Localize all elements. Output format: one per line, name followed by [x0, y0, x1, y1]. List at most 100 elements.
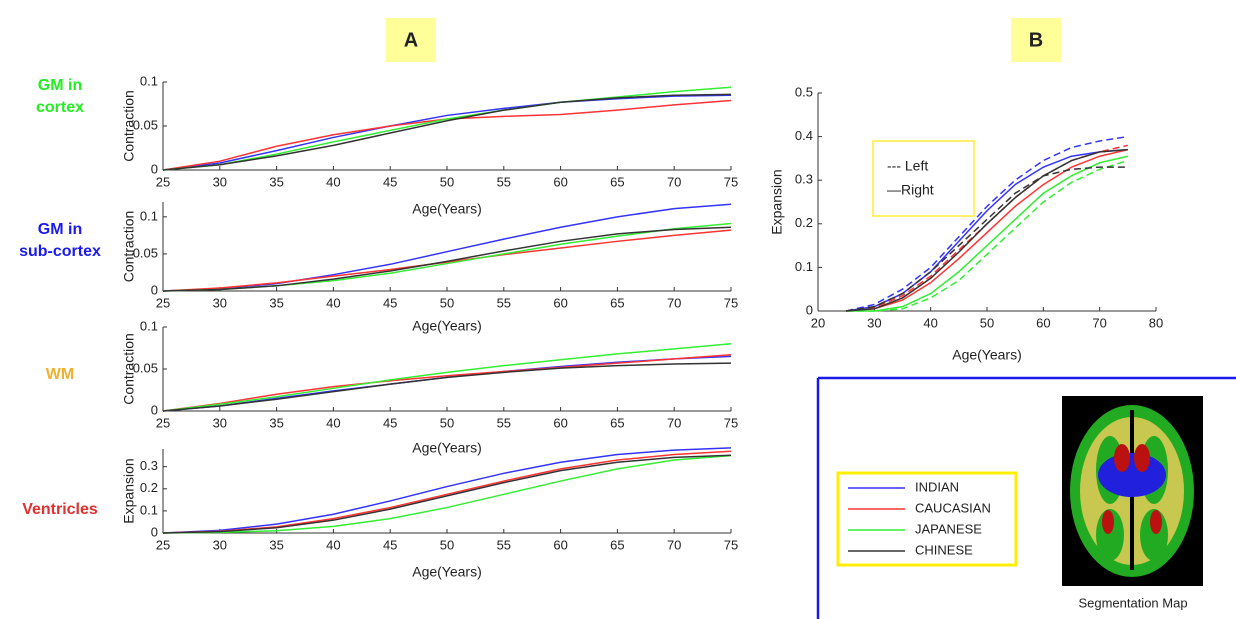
x-tick-label: 60 — [553, 537, 567, 552]
x-axis-label: Age(Years) — [412, 318, 482, 334]
panel-label-bg — [1011, 18, 1061, 62]
series-line — [846, 166, 1128, 312]
row-label: sub-cortex — [19, 243, 101, 260]
series-line — [846, 148, 1128, 312]
y-tick-label: 0.2 — [795, 215, 813, 230]
x-tick-label: 30 — [213, 174, 227, 189]
legend-label: INDIAN — [915, 479, 959, 494]
y-axis-label: Contraction — [121, 90, 137, 162]
x-tick-label: 25 — [156, 415, 170, 430]
x-tick-label: 40 — [326, 415, 340, 430]
row-label: cortex — [36, 99, 84, 116]
panel-label-bg — [386, 18, 436, 62]
row-label: Ventricles — [22, 501, 98, 518]
x-tick-label: 75 — [724, 174, 738, 189]
series-line — [846, 159, 1129, 312]
x-tick-label: 35 — [269, 537, 283, 552]
x-tick-label: 75 — [724, 537, 738, 552]
series-line — [845, 135, 1128, 312]
row-label: WM — [46, 366, 74, 383]
y-tick-label: 0.05 — [133, 360, 158, 375]
x-tick-label: 50 — [440, 537, 454, 552]
x-tick-label: 50 — [440, 295, 454, 310]
x-tick-label: 30 — [213, 295, 227, 310]
x-tick-label: 35 — [269, 295, 283, 310]
y-tick-label: 0.1 — [140, 208, 158, 223]
y-tick-label: 0.1 — [140, 502, 158, 517]
series-line — [162, 94, 732, 171]
x-tick-label: 55 — [497, 295, 511, 310]
x-tick-label: 25 — [156, 537, 170, 552]
series-line — [162, 454, 732, 534]
x-tick-label: 40 — [923, 315, 937, 330]
x-tick-label: 40 — [326, 174, 340, 189]
x-tick-label: 30 — [213, 415, 227, 430]
series-line — [162, 222, 732, 292]
x-tick-label: 70 — [667, 415, 681, 430]
x-tick-label: 75 — [724, 415, 738, 430]
x-tick-label: 50 — [440, 415, 454, 430]
x-axis-label: Age(Years) — [412, 564, 482, 580]
y-tick-label: 0.4 — [795, 128, 813, 143]
x-tick-label: 70 — [667, 295, 681, 310]
x-tick-label: 45 — [383, 537, 397, 552]
x-tick-label: 20 — [811, 315, 825, 330]
x-axis-label: Age(Years) — [952, 347, 1022, 363]
x-tick-label: 30 — [867, 315, 881, 330]
x-tick-label: 60 — [1036, 315, 1050, 330]
row-label: GM in — [38, 77, 82, 94]
y-tick-label: 0.05 — [133, 117, 158, 132]
x-tick-label: 80 — [1149, 315, 1163, 330]
x-tick-label: 75 — [724, 295, 738, 310]
y-tick-label: 0.1 — [140, 318, 158, 333]
series-line — [162, 353, 732, 412]
y-tick-label: 0.3 — [795, 172, 813, 187]
x-tick-label: 40 — [326, 295, 340, 310]
series-line — [162, 447, 732, 534]
x-tick-label: 65 — [610, 295, 624, 310]
x-tick-label: 30 — [213, 537, 227, 552]
y-tick-label: 0.1 — [795, 259, 813, 274]
y-tick-label: 0.2 — [140, 480, 158, 495]
y-tick-label: 0 — [806, 302, 813, 317]
panel-label: A — [404, 29, 418, 51]
series-line — [162, 93, 732, 171]
y-tick-label: 0.5 — [795, 84, 813, 99]
x-tick-label: 50 — [440, 174, 454, 189]
y-axis-label: Expansion — [121, 458, 137, 523]
panel-label: B — [1029, 29, 1043, 51]
y-tick-label: 0.3 — [140, 458, 158, 473]
style-legend-box — [872, 140, 975, 217]
series-line — [162, 454, 732, 534]
series-line — [846, 148, 1128, 312]
series-line — [162, 226, 732, 292]
x-tick-label: 35 — [269, 174, 283, 189]
x-tick-label: 65 — [610, 537, 624, 552]
style-legend-entry: —Right — [887, 182, 934, 198]
series-line — [162, 450, 732, 534]
x-tick-label: 60 — [553, 174, 567, 189]
x-tick-label: 55 — [497, 174, 511, 189]
x-tick-label: 65 — [610, 415, 624, 430]
legend-label: CHINESE — [915, 542, 973, 557]
x-tick-label: 70 — [1092, 315, 1106, 330]
y-axis-label: Expansion — [769, 169, 785, 234]
series-line — [162, 343, 732, 412]
y-tick-label: 0.05 — [133, 245, 158, 260]
x-tick-label: 25 — [156, 295, 170, 310]
x-tick-label: 70 — [667, 537, 681, 552]
x-tick-label: 50 — [980, 315, 994, 330]
y-tick-label: 0.1 — [140, 73, 158, 88]
x-tick-label: 45 — [383, 415, 397, 430]
legend-label: CAUCASIAN — [915, 500, 991, 515]
legend-box — [836, 471, 1018, 567]
x-tick-label: 45 — [383, 174, 397, 189]
x-tick-label: 25 — [156, 174, 170, 189]
legend-label: JAPANESE — [915, 521, 982, 536]
x-tick-label: 65 — [610, 174, 624, 189]
x-tick-label: 60 — [553, 415, 567, 430]
y-tick-label: 0 — [151, 161, 158, 176]
series-line — [162, 362, 732, 412]
series-line — [846, 155, 1128, 312]
series-line — [162, 86, 732, 171]
